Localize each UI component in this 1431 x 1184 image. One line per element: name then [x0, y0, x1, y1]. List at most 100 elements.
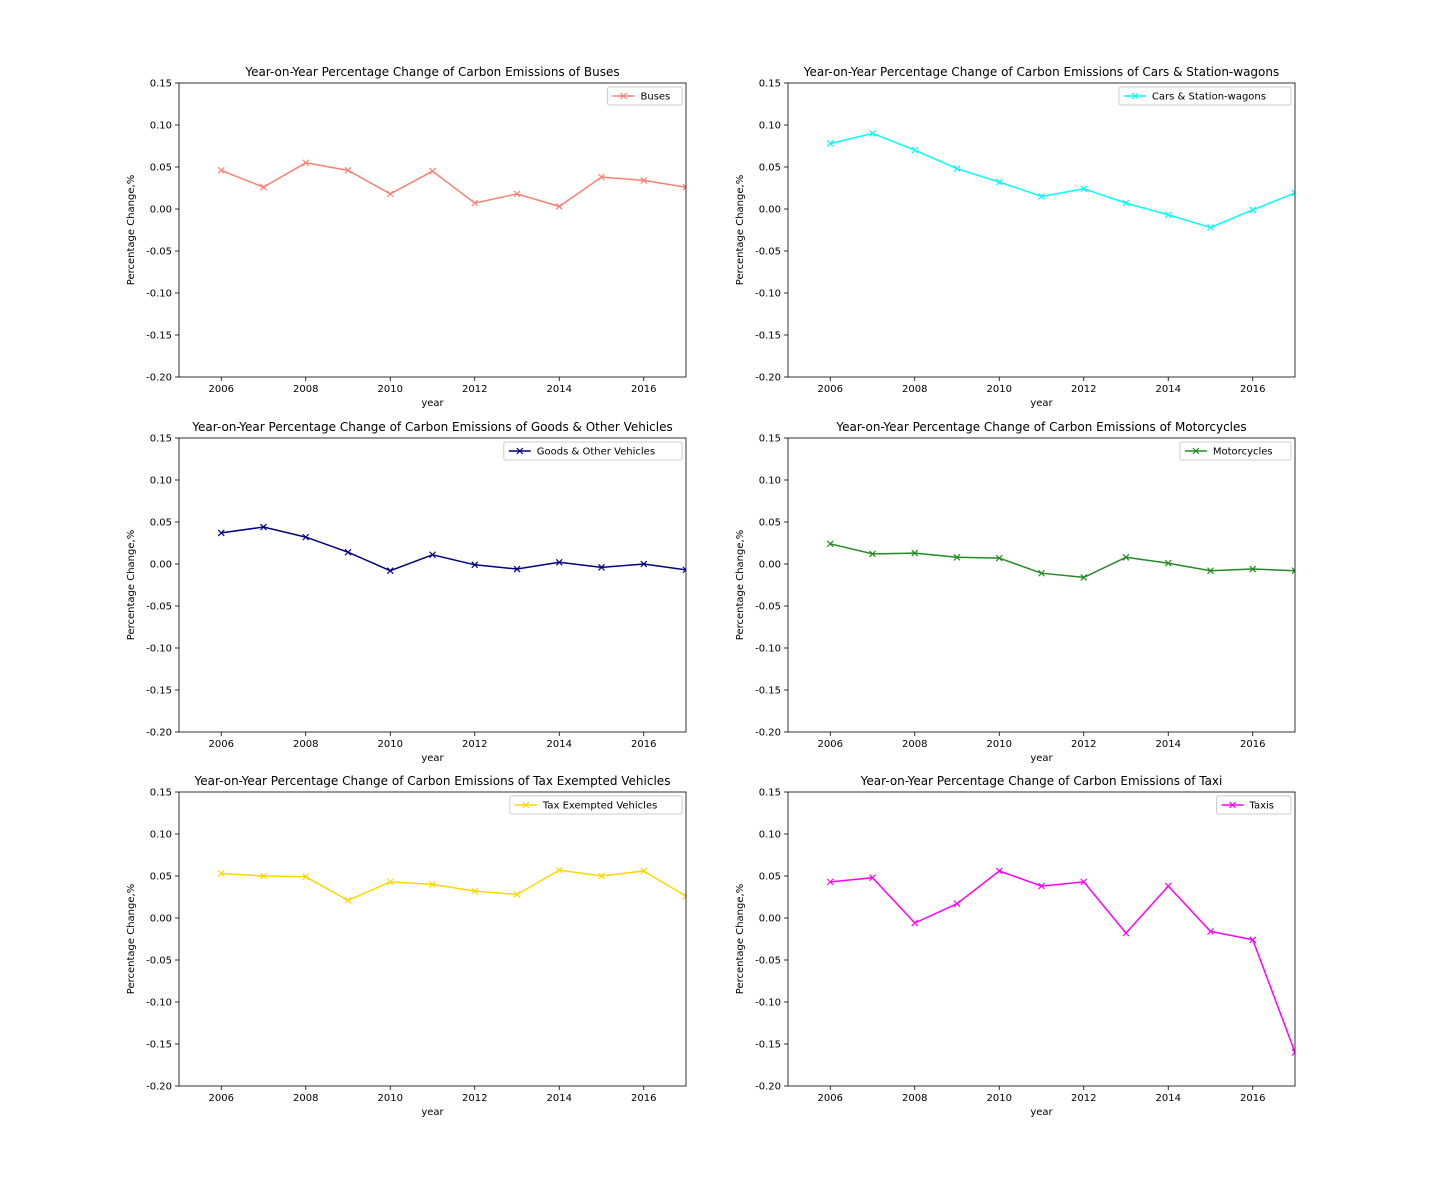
data-point [429, 880, 436, 888]
x-tick-label: 2016 [631, 739, 656, 750]
y-tick-label: -0.10 [755, 289, 781, 300]
data-point [1291, 1048, 1295, 1056]
y-tick-label: 0.00 [759, 914, 781, 925]
chart-title: Year-on-Year Percentage Change of Carbon… [244, 65, 619, 79]
y-axis-label: Percentage Change,% [126, 175, 137, 285]
x-tick-label: 2016 [1240, 1093, 1265, 1104]
data-point [826, 878, 834, 886]
x-tick-label: 2008 [293, 1093, 318, 1104]
data-point [1122, 199, 1130, 207]
x-tick-label: 2016 [631, 384, 656, 395]
series-0 [217, 159, 686, 210]
y-tick-label: 0.00 [150, 560, 172, 571]
plot-frame [787, 437, 1296, 733]
data-point [1249, 206, 1257, 214]
y-tick-label: -0.15 [146, 686, 172, 697]
legend: Buses [607, 86, 683, 106]
x-tick-label: 2014 [547, 1093, 572, 1104]
data-point [302, 533, 310, 541]
data-point [302, 159, 310, 167]
data-point [640, 867, 648, 875]
y-tick-label: 0.15 [759, 434, 781, 445]
x-tick-label: 2006 [209, 739, 234, 750]
legend-marker [1131, 92, 1139, 100]
series-line [221, 162, 686, 208]
y-tick-label: 0.00 [150, 914, 172, 925]
x-tick-label: 2006 [818, 1093, 843, 1104]
y-tick-label: -0.05 [146, 602, 172, 613]
y-tick-label: -0.10 [755, 998, 781, 1009]
series-line [221, 526, 686, 572]
data-point [429, 167, 436, 175]
data-point [682, 183, 686, 191]
legend-marker [620, 92, 627, 100]
data-point [1122, 929, 1130, 937]
x-axis-label: year [1030, 753, 1053, 764]
y-tick-label: 0.05 [759, 872, 781, 883]
y-tick-label: 0.15 [759, 79, 781, 90]
data-point [598, 563, 605, 571]
y-tick-label: -0.05 [755, 602, 781, 613]
data-point [598, 173, 605, 181]
chart-title: Year-on-Year Percentage Change of Carbon… [860, 774, 1223, 788]
data-point [555, 558, 563, 566]
y-tick-label: -0.05 [146, 956, 172, 967]
data-point [471, 887, 479, 895]
y-tick-label: 0.05 [150, 872, 172, 883]
data-point [1291, 567, 1295, 575]
data-point [471, 561, 479, 569]
chart-title: Year-on-Year Percentage Change of Carbon… [803, 65, 1280, 79]
x-tick-label: 2014 [1156, 1093, 1181, 1104]
data-point [682, 892, 686, 900]
y-tick-label: -0.15 [146, 1040, 172, 1051]
legend-frame [1118, 86, 1292, 106]
series-line [221, 869, 686, 902]
x-tick-label: 2012 [1071, 739, 1096, 750]
x-tick-label: 2010 [378, 739, 403, 750]
legend-frame [1216, 795, 1292, 815]
legend-marker [522, 801, 530, 809]
data-point [260, 872, 267, 880]
chart-title: Year-on-Year Percentage Change of Carbon… [835, 420, 1246, 434]
data-point [429, 551, 436, 559]
x-tick-label: 2012 [462, 1093, 487, 1104]
x-tick-label: 2014 [547, 739, 572, 750]
plot-frame [178, 437, 687, 733]
x-tick-label: 2010 [378, 1093, 403, 1104]
data-point [344, 896, 352, 904]
x-tick-label: 2010 [987, 1093, 1012, 1104]
y-tick-label: -0.10 [755, 644, 781, 655]
chart-title: Year-on-Year Percentage Change of Carbon… [194, 774, 671, 788]
y-tick-label: -0.05 [755, 247, 781, 258]
x-axis-label: year [1030, 1107, 1053, 1118]
data-point [1164, 211, 1172, 219]
legend: Cars & Station-wagons [1118, 86, 1292, 106]
legend-marker [1192, 447, 1200, 455]
data-point [911, 549, 919, 557]
legend: Taxis [1216, 795, 1292, 815]
data-point [1164, 882, 1172, 890]
x-tick-label: 2008 [293, 384, 318, 395]
y-tick-label: -0.05 [755, 956, 781, 967]
series-0 [826, 867, 1295, 1056]
y-axis-label: Percentage Change,% [735, 884, 746, 994]
data-point [1038, 192, 1045, 200]
data-point [1080, 574, 1088, 581]
plot-frame [787, 82, 1296, 378]
data-point [513, 565, 521, 573]
data-point [1038, 569, 1045, 577]
x-tick-label: 2008 [902, 384, 927, 395]
x-tick-label: 2010 [987, 739, 1012, 750]
legend-label: Goods & Other Vehicles [537, 447, 655, 458]
data-point [869, 874, 876, 882]
y-axis-label: Percentage Change,% [735, 175, 746, 285]
subplot-3: Year-on-Year Percentage Change of Carbon… [735, 420, 1296, 764]
subplot-4: Year-on-Year Percentage Change of Carbon… [126, 774, 687, 1118]
subplot-5: Year-on-Year Percentage Change of Carbon… [735, 774, 1296, 1118]
data-point [386, 190, 394, 198]
y-axis-label: Percentage Change,% [735, 530, 746, 640]
x-tick-label: 2014 [547, 384, 572, 395]
data-point [344, 548, 352, 556]
data-point [513, 190, 521, 198]
data-point [826, 540, 834, 548]
